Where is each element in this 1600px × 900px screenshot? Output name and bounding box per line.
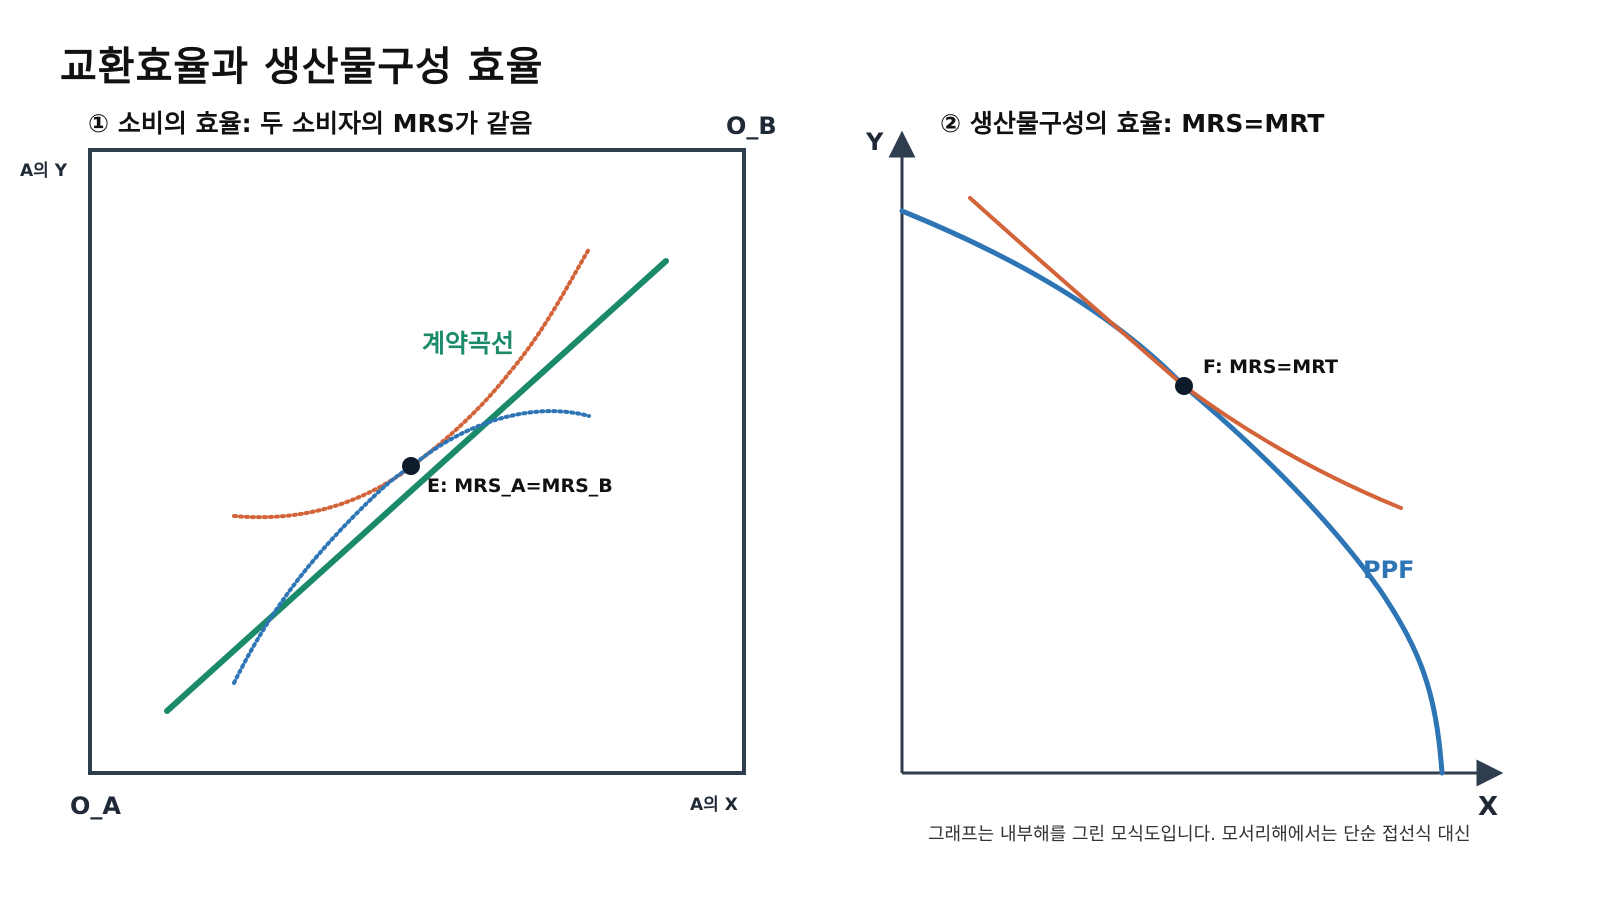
a-y-axis-label: A의 Y bbox=[20, 161, 68, 181]
indifference-curve-b bbox=[232, 409, 591, 685]
edgeworth-box-frame bbox=[88, 148, 746, 775]
mrs-tangent-line bbox=[968, 196, 1403, 510]
origin-b-label: O_B bbox=[726, 112, 777, 140]
contract-curve bbox=[164, 258, 669, 714]
panel2-subtitle: ② 생산물구성의 효율: MRS=MRT bbox=[940, 109, 1325, 138]
ppf-y-axis-label: Y bbox=[866, 128, 884, 156]
ppf-label: PPF bbox=[1363, 556, 1415, 584]
ppf-curve bbox=[899, 208, 1445, 776]
page-title: 교환효율과 생산물구성 효율 bbox=[60, 44, 544, 90]
edgeworth-box: 계약곡선 E: MRS_A=MRS_B bbox=[88, 148, 746, 775]
indifference-curve-a bbox=[232, 247, 591, 520]
point-e-label: E: MRS_A=MRS_B bbox=[427, 475, 613, 497]
panel1-subtitle: ① 소비의 효율: 두 소비자의 MRS가 같음 bbox=[88, 109, 533, 138]
footnote: 그래프는 내부해를 그린 모식도입니다. 모서리해에서는 단순 접선식 대신 bbox=[928, 824, 1471, 845]
origin-a-label: O_A bbox=[70, 792, 121, 820]
ppf-x-axis-label: X bbox=[1478, 792, 1499, 822]
efficient-point-e bbox=[402, 457, 420, 475]
ppf-diagram: F: MRS=MRT PPF bbox=[888, 130, 1504, 787]
a-x-axis-label: A의 X bbox=[690, 795, 738, 815]
efficient-point-f bbox=[1175, 377, 1193, 395]
point-f-label: F: MRS=MRT bbox=[1203, 356, 1338, 378]
contract-curve-label: 계약곡선 bbox=[422, 329, 514, 358]
